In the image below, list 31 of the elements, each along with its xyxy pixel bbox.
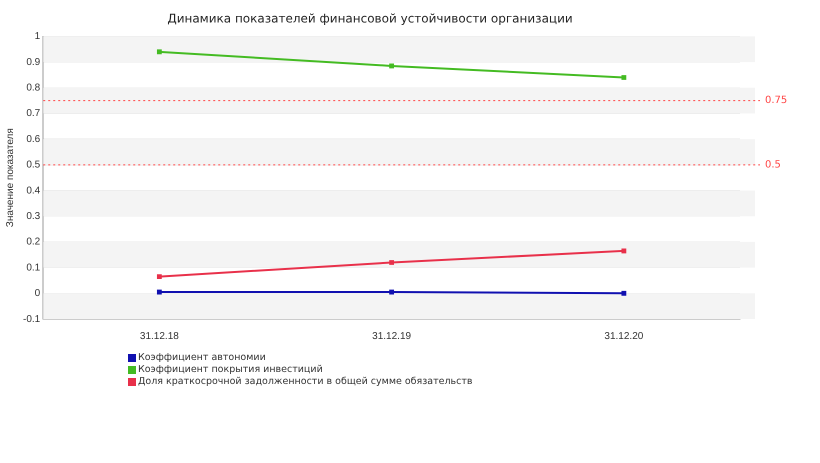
- chart-title: Динамика показателей финансовой устойчивости организации: [167, 11, 573, 26]
- point: [389, 64, 394, 68]
- legend-label: Доля краткосрочной задолженности в общей сумме обязательств: [138, 376, 473, 388]
- y-tick-label: 0.1: [26, 262, 41, 274]
- y-tick-label: 0.3: [26, 210, 41, 222]
- y-tick-label: 0.4: [26, 185, 41, 196]
- y-tick-label: 0: [34, 288, 41, 300]
- point: [621, 75, 626, 80]
- y-axis-title: Значение показателя: [4, 128, 16, 228]
- point: [156, 274, 162, 280]
- y-tick-label: 0.7: [26, 108, 41, 120]
- x-tick-label: 31.12.20: [604, 330, 644, 342]
- x-tick-label: 31.12.18: [140, 330, 180, 342]
- x-tick-label: 31.12.19: [372, 330, 412, 342]
- legend-label: Коэффициент автономии: [138, 352, 266, 364]
- point: [621, 248, 626, 254]
- legend-label: Коэффициент покрытия инвестиций: [138, 364, 323, 376]
- y-tick-label: 0.2: [26, 236, 41, 248]
- point: [389, 290, 394, 294]
- point: [156, 49, 162, 54]
- y-tick-label: 0.8: [26, 82, 41, 94]
- y-tick-label: 0.5: [26, 160, 41, 171]
- y-tick-label: -0.1: [22, 314, 41, 325]
- ref-line-label: 0.5: [765, 159, 781, 170]
- ref-line-label: 0.75: [765, 95, 788, 106]
- y-tick-label: 1: [34, 31, 41, 42]
- point: [621, 290, 626, 296]
- y-tick-label: 0.6: [26, 134, 41, 145]
- y-tick-label: 0.9: [26, 56, 41, 68]
- point: [389, 260, 394, 265]
- point: [156, 290, 162, 294]
